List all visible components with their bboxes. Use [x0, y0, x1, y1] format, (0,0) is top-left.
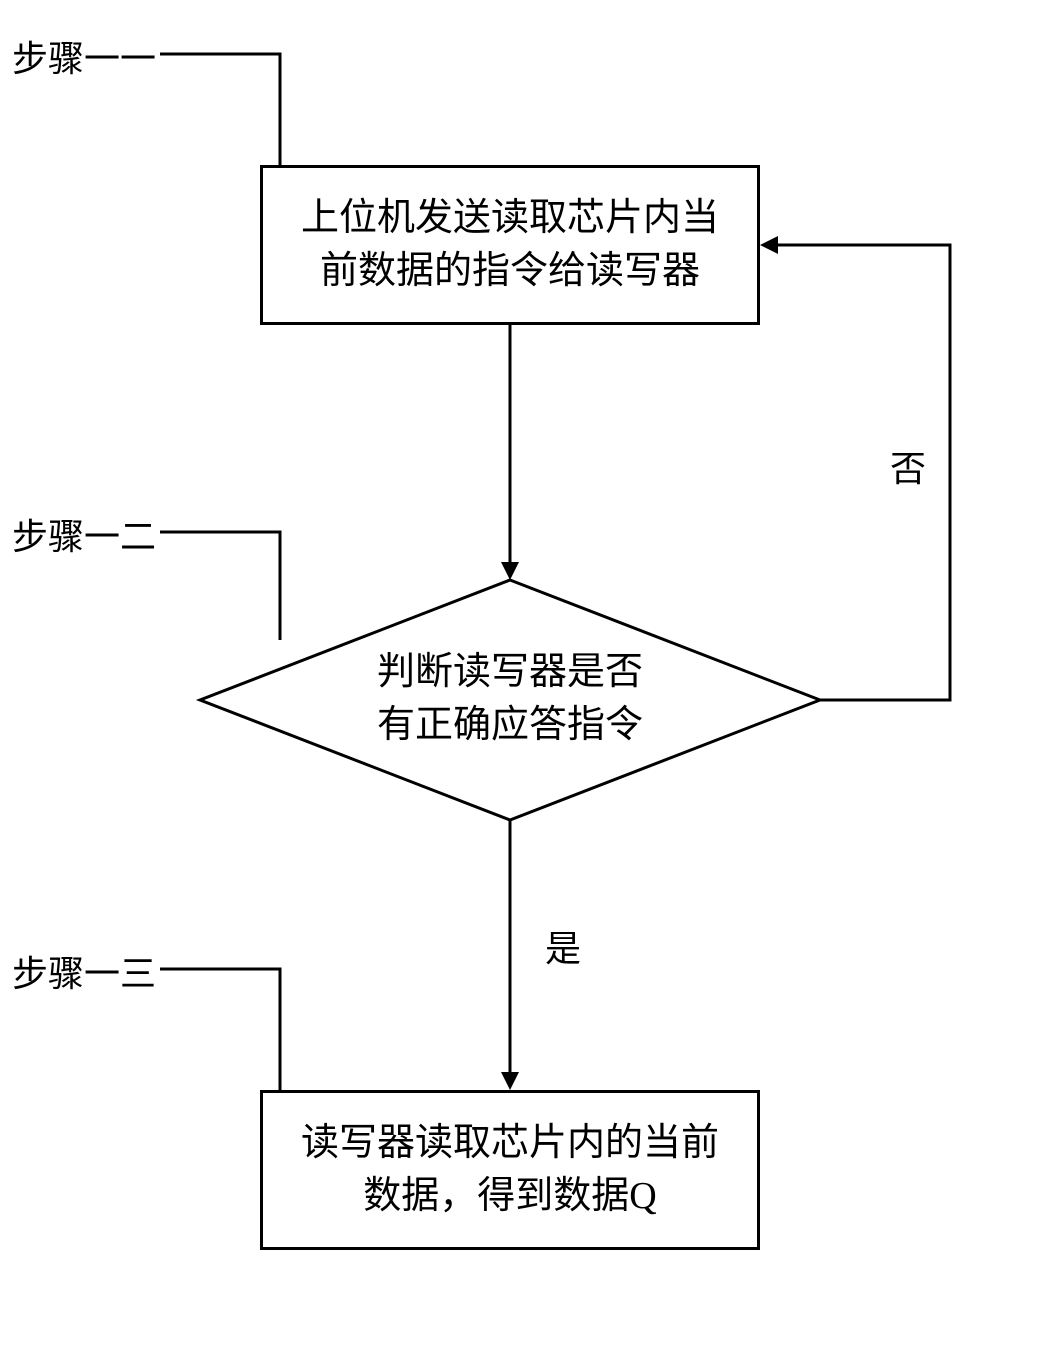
edge-label-yes: 是 — [545, 920, 581, 972]
edge-label-yes-text: 是 — [545, 929, 581, 969]
flowchart-container: 步骤一一 步骤一二 步骤一三 上位机发送读取芯片内当 前数据的指令给读写器 判断… — [0, 0, 1047, 1363]
edge-label-no-text: 否 — [890, 449, 926, 489]
arrow-yes — [0, 0, 1047, 1363]
edge-label-no: 否 — [890, 440, 926, 492]
